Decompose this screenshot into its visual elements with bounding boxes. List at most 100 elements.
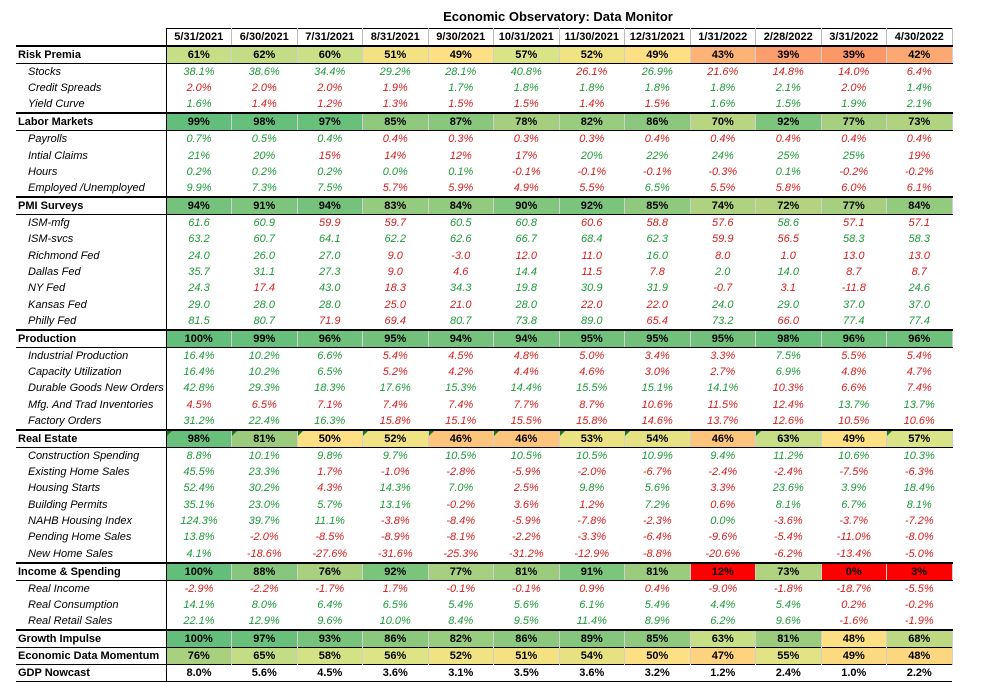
indicator-value: 66.0	[777, 314, 799, 327]
indicator-value: 30.2%	[248, 482, 280, 495]
indicator-label: Capacity Utilization	[16, 363, 167, 381]
indicator-value: 8.7	[846, 265, 862, 278]
section-score-value: 57%	[515, 49, 538, 61]
indicator-value: -0.1%	[446, 582, 476, 595]
indicator-value: 39.7%	[248, 514, 280, 527]
section-score-value: 91%	[253, 200, 276, 213]
indicator-value: 26.1%	[576, 66, 608, 78]
indicator-value: 18.3%	[314, 382, 346, 395]
indicator-value: 9.0	[387, 265, 403, 278]
indicator-value: 24.6	[908, 282, 930, 295]
indicator-value: 45.5%	[183, 465, 215, 478]
indicator-value: 28.0	[253, 298, 275, 311]
indicator-value: 12.9%	[248, 614, 280, 627]
section-score-cell: 99%	[166, 112, 232, 132]
indicator-value: 0.4%	[710, 133, 736, 146]
indicator-row: NAHB Housing Index 124.3% 39.7% 11.1% -3.8% -…	[16, 512, 952, 530]
indicator-value: 1.7%	[317, 465, 343, 478]
indicator-value: -0.2%	[446, 498, 476, 511]
indicator-value: 31.9	[646, 282, 668, 295]
section-score-value: 81%	[515, 565, 538, 578]
summary-value: 4.5%	[297, 663, 363, 682]
indicator-value: 63.2	[188, 233, 210, 246]
indicator-value: 6.4%	[906, 66, 932, 78]
indicator-row: ISM-svcs 63.2 60.7 64.1 62.2 62.6 66.7 68.4 62.3…	[16, 231, 952, 248]
summary-value: 51%	[493, 646, 560, 665]
section-score-cell: 91%	[559, 561, 625, 581]
section-score-value: 95%	[384, 332, 407, 345]
section-score-cell: 0%	[821, 561, 887, 581]
indicator-value: 6.5%	[382, 598, 408, 611]
comment-marker	[625, 431, 630, 436]
indicator-value: 60.8	[515, 217, 537, 230]
section-score-cell: 57%	[886, 428, 953, 448]
indicator-value: 10.0%	[379, 614, 411, 627]
summary-value: 52%	[428, 646, 494, 665]
indicator-value: 4.7%	[906, 365, 932, 378]
indicator-label: Yield Curve	[16, 96, 167, 114]
section-score-cell: 97%	[297, 112, 363, 132]
indicator-value: 6.1%	[579, 598, 605, 611]
section-score-value: 91%	[580, 565, 603, 578]
indicator-value: -0.3%	[708, 165, 738, 178]
section-score-cell: 46%	[690, 428, 756, 448]
indicator-value: 2.1%	[906, 98, 932, 111]
indicator-value: 89.0	[581, 314, 603, 327]
section-score-value: 98%	[777, 332, 800, 345]
indicator-value: -6.4%	[642, 531, 672, 544]
section-score-value: 82%	[580, 116, 603, 129]
section-score-value: 87%	[449, 116, 472, 129]
indicator-value: 4.2%	[448, 365, 474, 378]
summary-label: GDP Nowcast	[16, 663, 167, 682]
section-score-value: 84%	[449, 200, 472, 213]
section-score-value: 46%	[449, 432, 472, 445]
indicator-row: Credit Spreads 2.0% 2.0% 2.0% 1.9% 1.7% 1.8% 1.…	[16, 80, 952, 97]
section-score-cell: 77%	[428, 561, 494, 581]
indicator-value: 15.1%	[641, 382, 673, 395]
summary-value: 1.0%	[821, 663, 887, 682]
indicator-value: 37.0	[843, 298, 865, 311]
indicator-value: 10.6%	[903, 414, 935, 427]
date-header: 9/30/2021	[428, 28, 494, 47]
indicator-value: 4.4%	[513, 365, 539, 378]
indicator-label: Kansas Fed	[16, 296, 167, 313]
indicator-value: 2.5%	[513, 482, 539, 495]
indicator-value: -1.0%	[380, 465, 410, 478]
section-score-value: 72%	[777, 200, 800, 213]
indicator-row: Hours 0.2% 0.2% 0.2% 0.0% 0.1% -0.1% -0.1% -0.1%…	[16, 163, 952, 181]
indicator-value: 14.4%	[510, 382, 542, 395]
section-score-value: 42%	[908, 49, 931, 61]
indicator-value: 20%	[580, 149, 603, 162]
indicator-value: 11.5	[581, 265, 603, 278]
indicator-value: 5.4%	[448, 598, 474, 611]
indicator-value: 23.0%	[248, 498, 280, 511]
indicator-value: 24.3	[188, 282, 210, 295]
date-header: 1/31/2022	[690, 28, 756, 47]
indicator-value: 5.5%	[710, 182, 736, 195]
indicator-row: Real Retail Sales 22.1% 12.9% 9.6% 10.0% 8.4%…	[16, 612, 952, 630]
section-score-cell: 99%	[231, 328, 298, 348]
indicator-value: 59.9	[712, 233, 734, 246]
section-score-cell: 95%	[690, 328, 756, 348]
section-score-value: 90%	[515, 200, 538, 213]
section-score-cell: 78%	[493, 112, 560, 132]
indicator-value: 6.0%	[841, 182, 867, 195]
indicator-value: -2.3%	[642, 514, 672, 527]
section-score-value: 3%	[911, 565, 928, 578]
section-score-value: 73%	[908, 116, 931, 129]
section-score-value: 100%	[184, 332, 213, 345]
indicator-value: 24.0	[712, 298, 734, 311]
indicator-value: 42.8%	[183, 382, 215, 395]
indicator-value: 0.9%	[579, 582, 605, 595]
indicator-value: 40.8%	[510, 66, 542, 78]
indicator-value: -8.4%	[446, 514, 476, 527]
summary-value: 1.2%	[690, 663, 756, 682]
section-score-value: 54%	[646, 432, 669, 445]
section-score-cell: 94%	[297, 196, 363, 216]
indicator-value: -8.9%	[380, 531, 410, 544]
indicator-value: 4.6	[453, 265, 469, 278]
summary-value: 3.6%	[362, 663, 428, 682]
indicator-value: 7.2%	[644, 498, 670, 511]
indicator-value: 4.4%	[710, 598, 736, 611]
indicator-value: 0.5%	[251, 133, 277, 146]
